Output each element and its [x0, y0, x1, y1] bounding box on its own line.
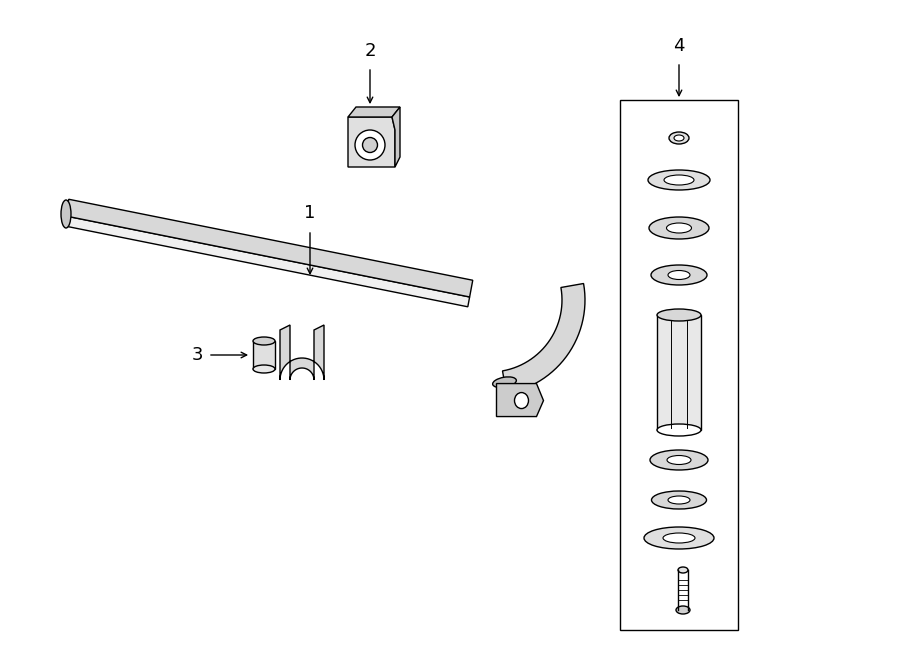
Polygon shape [502, 284, 585, 393]
Bar [620, 100, 738, 630]
Polygon shape [280, 325, 324, 380]
Bar [657, 315, 701, 430]
Ellipse shape [652, 491, 707, 509]
Polygon shape [64, 216, 470, 307]
Ellipse shape [657, 309, 701, 321]
Ellipse shape [253, 337, 275, 345]
Ellipse shape [663, 533, 695, 543]
Ellipse shape [657, 424, 701, 436]
Ellipse shape [649, 217, 709, 239]
Ellipse shape [664, 175, 694, 185]
Ellipse shape [648, 170, 710, 190]
Ellipse shape [515, 393, 528, 408]
Text: 2: 2 [364, 42, 376, 60]
Polygon shape [392, 107, 400, 167]
Ellipse shape [668, 496, 690, 504]
Polygon shape [348, 117, 395, 167]
Polygon shape [497, 383, 544, 416]
Ellipse shape [492, 377, 517, 387]
Ellipse shape [253, 365, 275, 373]
Text: 4: 4 [673, 37, 685, 55]
Ellipse shape [668, 270, 690, 280]
Ellipse shape [667, 455, 691, 465]
Ellipse shape [676, 606, 690, 614]
Bar [253, 341, 275, 369]
Polygon shape [348, 107, 400, 117]
Text: 3: 3 [192, 346, 203, 364]
Ellipse shape [355, 130, 385, 160]
Ellipse shape [644, 527, 714, 549]
Ellipse shape [61, 200, 71, 228]
Ellipse shape [651, 265, 707, 285]
Ellipse shape [674, 135, 684, 141]
Ellipse shape [363, 137, 377, 153]
Ellipse shape [650, 450, 708, 470]
Ellipse shape [678, 567, 688, 573]
Ellipse shape [667, 223, 691, 233]
Polygon shape [66, 199, 472, 297]
Ellipse shape [669, 132, 689, 144]
Text: 1: 1 [304, 204, 316, 222]
